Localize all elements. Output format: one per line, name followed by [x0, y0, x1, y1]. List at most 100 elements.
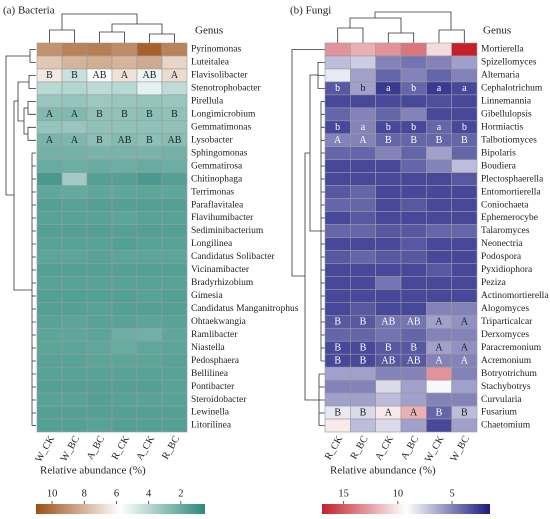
heatmap-cell — [426, 68, 452, 83]
row-label: Peziza — [481, 278, 507, 288]
heatmap-cell — [161, 211, 188, 225]
significance-label: B — [334, 407, 341, 418]
heatmap-cell — [111, 237, 138, 251]
row-label: Pyrinomonas — [191, 45, 241, 55]
heatmap-cell — [86, 55, 113, 70]
heatmap-cell — [400, 107, 427, 122]
heatmap-cell — [36, 314, 63, 329]
heatmap-cell — [136, 120, 163, 135]
heatmap-cell — [86, 159, 113, 173]
heatmap-cell — [375, 327, 402, 342]
heatmap-cell — [451, 224, 478, 238]
heatmap-cell — [350, 379, 376, 394]
row-label: Candidatus Solibacter — [191, 252, 275, 262]
heatmap-cell — [350, 185, 376, 199]
colorbar-label: Relative abundance (%) — [330, 465, 436, 477]
heatmap-cell — [61, 314, 88, 329]
significance-label: A — [435, 343, 443, 354]
significance-label: a — [386, 83, 391, 94]
colorbar-tick-label: 8 — [82, 488, 87, 499]
significance-label: A — [46, 109, 54, 120]
heatmap-cell — [324, 224, 351, 238]
significance-label: A — [46, 135, 54, 146]
heatmap-cell — [375, 185, 402, 199]
heatmap-cell — [451, 289, 478, 303]
heatmap-cell — [400, 392, 427, 407]
heatmap-cell — [61, 366, 88, 381]
heatmap-cell — [86, 146, 113, 161]
heatmap-cell — [400, 263, 427, 277]
heatmap-cell — [400, 379, 427, 394]
heatmap-cell — [86, 392, 113, 407]
heatmap-cell — [86, 302, 113, 316]
row-label: Gimesia — [191, 291, 223, 301]
heatmap-cell — [161, 120, 188, 135]
heatmap-cell — [136, 224, 163, 238]
significance-label: B — [360, 317, 367, 328]
row-label: Bradyrhizobium — [191, 278, 254, 288]
colorbar-tick-label: 6 — [114, 488, 119, 499]
significance-label: B — [146, 109, 153, 120]
heatmap-cell — [426, 237, 452, 251]
significance-label: B — [360, 343, 367, 354]
significance-label: A — [385, 407, 393, 418]
heatmap-cell — [375, 159, 402, 173]
heatmap-cell — [451, 379, 478, 394]
heatmap-cell — [86, 120, 113, 135]
column-label: A_CK — [373, 433, 396, 462]
heatmap-cell — [375, 55, 402, 70]
heatmap-cell — [451, 250, 478, 264]
heatmap-cell — [61, 353, 88, 368]
heatmap-cell — [86, 237, 113, 251]
heatmap-cell — [36, 276, 63, 290]
significance-label: b — [411, 83, 416, 94]
heatmap-cell — [400, 94, 427, 109]
heatmap-cell — [161, 250, 188, 264]
significance-label: B — [410, 343, 417, 354]
dendrogram — [5, 11, 465, 426]
heatmap-cell — [350, 276, 376, 290]
significance-label: b — [386, 122, 391, 133]
heatmap-cell — [36, 302, 63, 316]
colorbar — [322, 504, 490, 514]
heatmap-cell — [61, 42, 88, 57]
significance-label: B — [385, 343, 392, 354]
heatmap-cell — [451, 107, 478, 122]
heatmap-cell — [161, 418, 188, 433]
heatmap-cell — [61, 302, 88, 316]
significance-label: b — [335, 83, 340, 94]
heatmap-cell — [375, 392, 402, 407]
heatmap-cell — [426, 107, 452, 122]
heatmap-cell — [451, 237, 478, 251]
heatmap-cell — [111, 250, 138, 264]
heatmap-cell — [161, 314, 188, 329]
significance-label: a — [462, 83, 467, 94]
heatmap-cell — [86, 224, 113, 238]
significance-label: B — [146, 135, 153, 146]
heatmap-cell — [350, 94, 376, 109]
heatmap-cell — [426, 172, 452, 186]
row-label: Boudiera — [481, 161, 517, 171]
heatmap-cell — [161, 198, 188, 212]
significance-label: A — [461, 317, 469, 328]
heatmap-cell — [400, 68, 427, 83]
heatmap-cell — [451, 94, 478, 109]
heatmap-cell — [426, 159, 452, 173]
heatmap-cell — [136, 237, 163, 251]
significance-label: B — [385, 135, 392, 146]
heatmap-cell — [61, 198, 88, 212]
heatmap-cell — [350, 159, 376, 173]
heatmap-cell — [451, 263, 478, 277]
heatmap-cell — [400, 224, 427, 238]
heatmap-cell — [36, 289, 63, 303]
heatmap-cell — [111, 392, 138, 407]
heatmap-cell — [400, 302, 427, 316]
significance-label: a — [361, 122, 366, 133]
row-label: Gibellulopsis — [481, 110, 532, 120]
heatmap-cell — [111, 94, 138, 109]
row-label: Ephemerocybe — [481, 213, 538, 223]
heatmap-cell — [161, 185, 188, 199]
heatmap-cell — [111, 314, 138, 329]
heatmap-cell — [136, 211, 163, 225]
heatmap-cell — [61, 418, 88, 433]
